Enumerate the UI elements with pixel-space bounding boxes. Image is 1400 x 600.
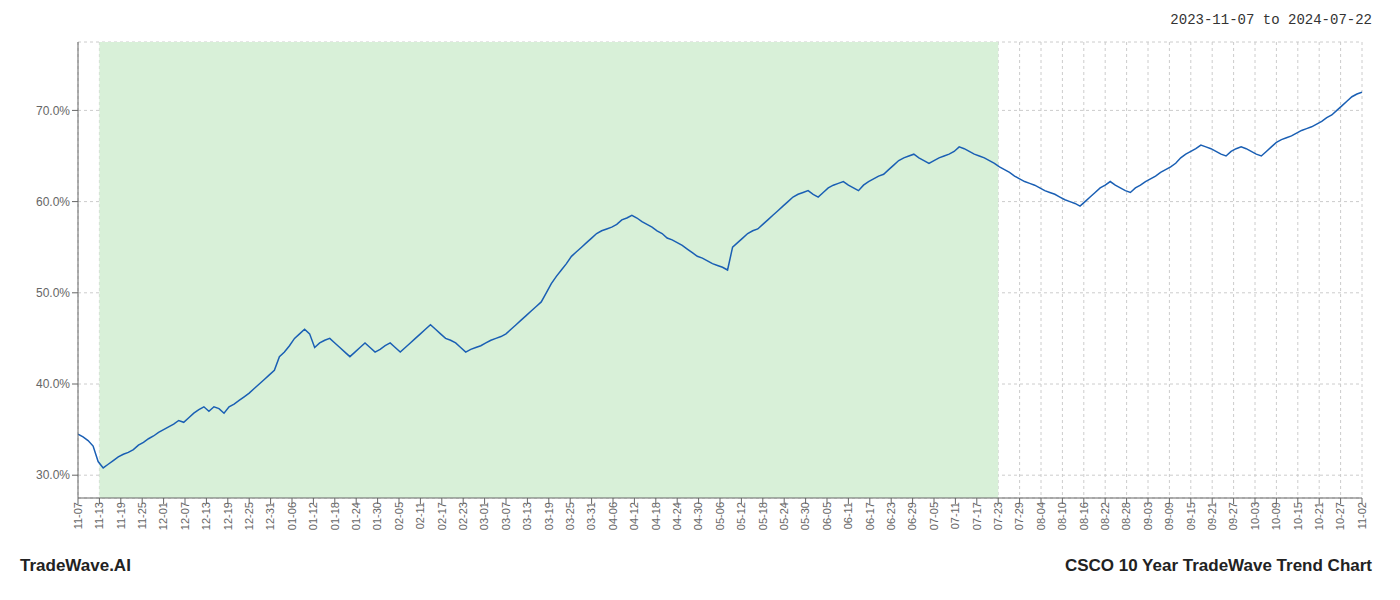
svg-text:05-06: 05-06 — [714, 502, 726, 530]
svg-text:03-25: 03-25 — [564, 502, 576, 530]
svg-text:10-21: 10-21 — [1313, 502, 1325, 530]
svg-text:05-12: 05-12 — [735, 502, 747, 530]
svg-text:07-11: 07-11 — [949, 502, 961, 529]
svg-text:09-27: 09-27 — [1227, 502, 1239, 530]
svg-text:11-02: 11-02 — [1356, 502, 1368, 529]
svg-text:02-11: 02-11 — [414, 502, 426, 529]
svg-text:02-05: 02-05 — [393, 502, 405, 530]
svg-text:10-03: 10-03 — [1249, 502, 1261, 530]
svg-text:01-18: 01-18 — [329, 502, 341, 530]
svg-text:04-30: 04-30 — [692, 502, 704, 530]
svg-text:05-30: 05-30 — [799, 502, 811, 530]
svg-text:10-27: 10-27 — [1334, 502, 1346, 530]
svg-text:07-29: 07-29 — [1013, 502, 1025, 530]
svg-text:01-12: 01-12 — [307, 502, 319, 530]
html-text:TradeWave.AI: TradeWave.AI — [20, 556, 131, 575]
svg-text:12-31: 12-31 — [264, 502, 276, 530]
svg-text:07-17: 07-17 — [971, 502, 983, 530]
svg-text:02-17: 02-17 — [436, 502, 448, 530]
svg-text:03-07: 03-07 — [500, 502, 512, 530]
svg-text:40.0%: 40.0% — [36, 377, 70, 391]
svg-text:03-01: 03-01 — [478, 502, 490, 530]
svg-text:10-15: 10-15 — [1292, 502, 1304, 530]
svg-text:12-25: 12-25 — [243, 502, 255, 530]
svg-text:05-24: 05-24 — [778, 502, 790, 530]
svg-text:12-19: 12-19 — [222, 502, 234, 530]
html-text:CSCO 10 Year TradeWave Trend C: CSCO 10 Year TradeWave Trend Chart — [1064, 556, 1372, 575]
svg-text:60.0%: 60.0% — [36, 195, 70, 209]
svg-text:11-25: 11-25 — [136, 502, 148, 529]
svg-text:03-13: 03-13 — [521, 502, 533, 530]
svg-text:11-07: 11-07 — [72, 502, 84, 529]
svg-text:12-13: 12-13 — [200, 502, 212, 530]
svg-text:11-19: 11-19 — [115, 502, 127, 529]
svg-text:09-03: 09-03 — [1142, 502, 1154, 530]
svg-text:30.0%: 30.0% — [36, 468, 70, 482]
svg-text:04-12: 04-12 — [628, 502, 640, 530]
svg-text:08-04: 08-04 — [1035, 502, 1047, 530]
svg-text:50.0%: 50.0% — [36, 286, 70, 300]
svg-text:05-18: 05-18 — [757, 502, 769, 530]
svg-text:01-06: 01-06 — [286, 502, 298, 530]
svg-text:12-07: 12-07 — [179, 502, 191, 530]
svg-text:04-24: 04-24 — [671, 502, 683, 530]
svg-text:12-01: 12-01 — [157, 502, 169, 530]
svg-text:06-05: 06-05 — [821, 502, 833, 530]
svg-text:06-11: 06-11 — [842, 502, 854, 529]
svg-text:08-28: 08-28 — [1120, 502, 1132, 530]
svg-text:08-16: 08-16 — [1078, 502, 1090, 530]
svg-text:04-06: 04-06 — [607, 502, 619, 530]
svg-text:10-09: 10-09 — [1270, 502, 1282, 530]
svg-text:03-31: 03-31 — [585, 502, 597, 530]
svg-text:09-15: 09-15 — [1185, 502, 1197, 530]
svg-text:06-23: 06-23 — [885, 502, 897, 530]
svg-text:01-30: 01-30 — [371, 502, 383, 530]
svg-text:03-19: 03-19 — [543, 502, 555, 530]
svg-text:04-18: 04-18 — [650, 502, 662, 530]
svg-text:07-05: 07-05 — [928, 502, 940, 530]
svg-text:06-29: 06-29 — [906, 502, 918, 530]
html-text:2023-11-07 to 2024-07-22: 2023-11-07 to 2024-07-22 — [1170, 12, 1372, 28]
svg-text:08-10: 08-10 — [1056, 502, 1068, 530]
svg-text:11-13: 11-13 — [93, 502, 105, 529]
svg-text:09-21: 09-21 — [1206, 502, 1218, 530]
svg-text:09-09: 09-09 — [1163, 502, 1175, 530]
svg-text:02-23: 02-23 — [457, 502, 469, 530]
svg-text:08-22: 08-22 — [1099, 502, 1111, 530]
svg-text:07-23: 07-23 — [992, 502, 1004, 530]
svg-text:70.0%: 70.0% — [36, 104, 70, 118]
svg-text:06-17: 06-17 — [864, 502, 876, 530]
svg-text:01-24: 01-24 — [350, 502, 362, 530]
